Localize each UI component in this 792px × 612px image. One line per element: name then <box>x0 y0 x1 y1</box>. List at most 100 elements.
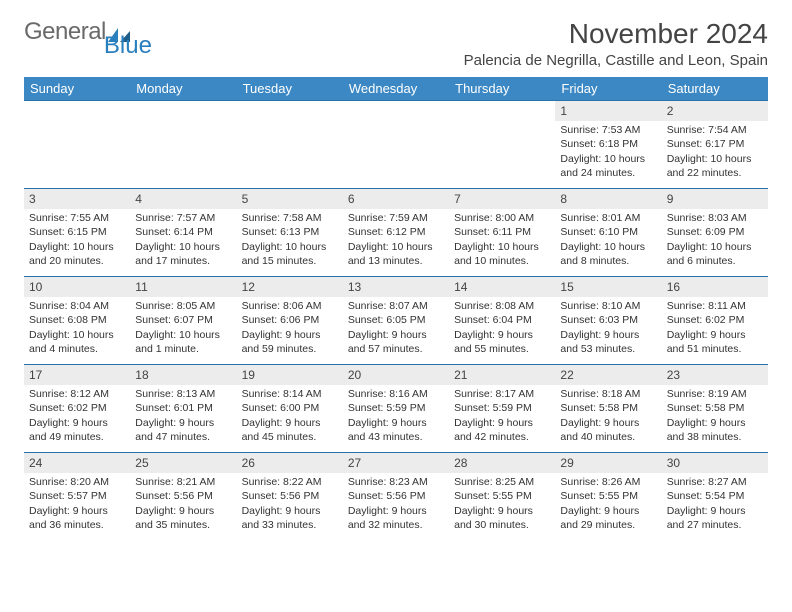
calendar-day-cell: .. <box>130 101 236 189</box>
sunset-line: Sunset: 6:07 PM <box>135 313 231 327</box>
calendar-day-cell: 4Sunrise: 7:57 AMSunset: 6:14 PMDaylight… <box>130 189 236 277</box>
sunset-line: Sunset: 6:02 PM <box>667 313 763 327</box>
daylight-line-2: and 6 minutes. <box>667 254 763 268</box>
daylight-line-1: Daylight: 9 hours <box>560 504 656 518</box>
calendar-day-cell: 22Sunrise: 8:18 AMSunset: 5:58 PMDayligh… <box>555 365 661 453</box>
sunrise-line: Sunrise: 8:25 AM <box>454 475 550 489</box>
calendar-day-cell: 27Sunrise: 8:23 AMSunset: 5:56 PMDayligh… <box>343 453 449 541</box>
brand-text-2: Blue <box>104 32 152 60</box>
daylight-line-2: and 45 minutes. <box>242 430 338 444</box>
sunrise-line: Sunrise: 7:57 AM <box>135 211 231 225</box>
calendar-day-cell: 19Sunrise: 8:14 AMSunset: 6:00 PMDayligh… <box>237 365 343 453</box>
calendar-day-cell: 8Sunrise: 8:01 AMSunset: 6:10 PMDaylight… <box>555 189 661 277</box>
daylight-line-1: Daylight: 9 hours <box>667 416 763 430</box>
sunset-line: Sunset: 6:08 PM <box>29 313 125 327</box>
sunset-line: Sunset: 5:58 PM <box>560 401 656 415</box>
day-header: Sunday <box>24 77 130 101</box>
sunset-line: Sunset: 6:12 PM <box>348 225 444 239</box>
calendar-header-row: SundayMondayTuesdayWednesdayThursdayFrid… <box>24 77 768 101</box>
daylight-line-2: and 15 minutes. <box>242 254 338 268</box>
daylight-line-1: Daylight: 9 hours <box>242 328 338 342</box>
calendar-day-cell: 9Sunrise: 8:03 AMSunset: 6:09 PMDaylight… <box>662 189 768 277</box>
daylight-line-2: and 51 minutes. <box>667 342 763 356</box>
calendar-day-cell: .. <box>449 101 555 189</box>
day-details: Sunrise: 8:06 AMSunset: 6:06 PMDaylight:… <box>237 297 343 360</box>
sunrise-line: Sunrise: 7:55 AM <box>29 211 125 225</box>
daylight-line-2: and 42 minutes. <box>454 430 550 444</box>
daylight-line-2: and 27 minutes. <box>667 518 763 532</box>
day-number: 1 <box>555 101 661 121</box>
daylight-line-1: Daylight: 9 hours <box>135 504 231 518</box>
daylight-line-1: Daylight: 9 hours <box>242 504 338 518</box>
daylight-line-2: and 59 minutes. <box>242 342 338 356</box>
day-number: 26 <box>237 453 343 473</box>
calendar-day-cell: 12Sunrise: 8:06 AMSunset: 6:06 PMDayligh… <box>237 277 343 365</box>
daylight-line-1: Daylight: 10 hours <box>667 240 763 254</box>
sunset-line: Sunset: 5:59 PM <box>348 401 444 415</box>
sunrise-line: Sunrise: 8:12 AM <box>29 387 125 401</box>
daylight-line-1: Daylight: 9 hours <box>348 504 444 518</box>
sunrise-line: Sunrise: 8:13 AM <box>135 387 231 401</box>
calendar-day-cell: 17Sunrise: 8:12 AMSunset: 6:02 PMDayligh… <box>24 365 130 453</box>
daylight-line-2: and 49 minutes. <box>29 430 125 444</box>
calendar-day-cell: 26Sunrise: 8:22 AMSunset: 5:56 PMDayligh… <box>237 453 343 541</box>
sunset-line: Sunset: 5:57 PM <box>29 489 125 503</box>
daylight-line-2: and 43 minutes. <box>348 430 444 444</box>
calendar-week-row: 17Sunrise: 8:12 AMSunset: 6:02 PMDayligh… <box>24 365 768 453</box>
day-number: 30 <box>662 453 768 473</box>
sunrise-line: Sunrise: 8:03 AM <box>667 211 763 225</box>
day-details: Sunrise: 7:59 AMSunset: 6:12 PMDaylight:… <box>343 209 449 272</box>
day-number: 8 <box>555 189 661 209</box>
sunset-line: Sunset: 6:04 PM <box>454 313 550 327</box>
day-details: Sunrise: 8:10 AMSunset: 6:03 PMDaylight:… <box>555 297 661 360</box>
day-details: Sunrise: 8:08 AMSunset: 6:04 PMDaylight:… <box>449 297 555 360</box>
calendar-day-cell: 11Sunrise: 8:05 AMSunset: 6:07 PMDayligh… <box>130 277 236 365</box>
day-number: 23 <box>662 365 768 385</box>
daylight-line-1: Daylight: 9 hours <box>348 328 444 342</box>
sunrise-line: Sunrise: 7:54 AM <box>667 123 763 137</box>
sunrise-line: Sunrise: 8:11 AM <box>667 299 763 313</box>
daylight-line-2: and 47 minutes. <box>135 430 231 444</box>
sunrise-line: Sunrise: 7:53 AM <box>560 123 656 137</box>
sunrise-line: Sunrise: 8:17 AM <box>454 387 550 401</box>
day-number: 19 <box>237 365 343 385</box>
sunrise-line: Sunrise: 8:26 AM <box>560 475 656 489</box>
sunset-line: Sunset: 6:14 PM <box>135 225 231 239</box>
daylight-line-1: Daylight: 9 hours <box>667 328 763 342</box>
sunrise-line: Sunrise: 8:16 AM <box>348 387 444 401</box>
day-details: Sunrise: 8:13 AMSunset: 6:01 PMDaylight:… <box>130 385 236 448</box>
daylight-line-1: Daylight: 9 hours <box>454 504 550 518</box>
daylight-line-1: Daylight: 10 hours <box>667 152 763 166</box>
day-number: 5 <box>237 189 343 209</box>
month-title: November 2024 <box>464 18 768 50</box>
day-number: 24 <box>24 453 130 473</box>
calendar-day-cell: 25Sunrise: 8:21 AMSunset: 5:56 PMDayligh… <box>130 453 236 541</box>
day-details: Sunrise: 8:03 AMSunset: 6:09 PMDaylight:… <box>662 209 768 272</box>
sunrise-line: Sunrise: 8:00 AM <box>454 211 550 225</box>
sunrise-line: Sunrise: 8:21 AM <box>135 475 231 489</box>
calendar-day-cell: .. <box>24 101 130 189</box>
day-details: Sunrise: 8:22 AMSunset: 5:56 PMDaylight:… <box>237 473 343 536</box>
daylight-line-1: Daylight: 9 hours <box>348 416 444 430</box>
daylight-line-2: and 32 minutes. <box>348 518 444 532</box>
day-header: Friday <box>555 77 661 101</box>
sunrise-line: Sunrise: 8:27 AM <box>667 475 763 489</box>
daylight-line-1: Daylight: 9 hours <box>667 504 763 518</box>
sunset-line: Sunset: 5:56 PM <box>135 489 231 503</box>
day-number: 29 <box>555 453 661 473</box>
sunset-line: Sunset: 5:59 PM <box>454 401 550 415</box>
sunset-line: Sunset: 6:18 PM <box>560 137 656 151</box>
daylight-line-1: Daylight: 9 hours <box>560 416 656 430</box>
daylight-line-2: and 4 minutes. <box>29 342 125 356</box>
calendar-day-cell: 3Sunrise: 7:55 AMSunset: 6:15 PMDaylight… <box>24 189 130 277</box>
daylight-line-1: Daylight: 10 hours <box>242 240 338 254</box>
daylight-line-1: Daylight: 10 hours <box>29 240 125 254</box>
daylight-line-1: Daylight: 10 hours <box>135 240 231 254</box>
daylight-line-1: Daylight: 10 hours <box>560 152 656 166</box>
daylight-line-2: and 24 minutes. <box>560 166 656 180</box>
daylight-line-1: Daylight: 9 hours <box>454 416 550 430</box>
brand-logo: General Blue <box>24 18 180 46</box>
day-number: 7 <box>449 189 555 209</box>
day-number: 9 <box>662 189 768 209</box>
day-number: 22 <box>555 365 661 385</box>
